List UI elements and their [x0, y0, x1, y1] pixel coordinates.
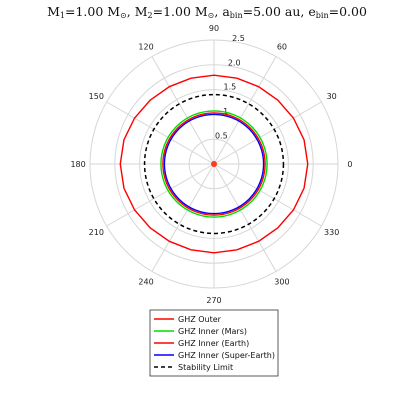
- angular-tick-label: 240: [138, 278, 153, 287]
- polar-grid: [89, 39, 339, 289]
- angular-tick-label: 120: [138, 42, 153, 51]
- grid-spoke-4: [151, 56, 215, 165]
- legend-label: GHZ Outer: [178, 315, 222, 324]
- angular-tick-label: 210: [89, 228, 104, 237]
- legend-label: GHZ Inner (Mars): [178, 327, 247, 336]
- radial-tick-label: 2.0: [228, 58, 241, 67]
- radial-tick-label: 2.5: [232, 34, 245, 43]
- series-line-4: [143, 93, 285, 235]
- angular-tick-label: 60: [277, 42, 287, 51]
- angular-tick-label: 30: [327, 92, 337, 101]
- radial-tick-labels: 0.511.52.02.5: [215, 34, 245, 141]
- grid-spoke-7: [106, 163, 215, 227]
- angular-tick-label: 0: [347, 160, 352, 169]
- grid-spoke-1: [213, 101, 322, 165]
- grid-spoke-2: [213, 56, 277, 165]
- series-line-1: [160, 110, 268, 218]
- angular-tick-label: 300: [274, 278, 289, 287]
- radial-tick-label: 1.5: [224, 83, 237, 92]
- angular-tick-labels: 0 30 60 90 120 150 180 210 240 270 300 330: [70, 24, 352, 305]
- angular-tick-label: 90: [209, 24, 219, 33]
- center-point: [211, 161, 217, 167]
- chart-title: M1=1.00 M⊙, M2=1.00 M⊙, abin=5.00 au, eb…: [47, 4, 367, 20]
- legend: GHZ Outer GHZ Inner (Mars) GHZ Inner (Eart…: [149, 309, 279, 377]
- angular-tick-label: 150: [89, 92, 104, 101]
- grid-spoke-11: [213, 163, 322, 227]
- series-line-3: [163, 113, 265, 215]
- angular-tick-label: 270: [206, 296, 221, 305]
- angular-tick-label: 330: [324, 228, 339, 237]
- grid-spoke-10: [213, 163, 277, 272]
- grid-spoke-8: [151, 163, 215, 272]
- grid-spoke-5: [106, 101, 215, 165]
- angular-tick-label: 180: [70, 160, 85, 169]
- legend-label: GHZ Inner (Earth): [178, 339, 249, 348]
- legend-label: Stability Limit: [178, 363, 233, 372]
- series-curves: [119, 74, 309, 254]
- radial-tick-label: 0.5: [215, 132, 228, 141]
- legend-label: GHZ Inner (Super-Earth): [178, 351, 275, 360]
- series-line-0: [119, 74, 309, 254]
- series-line-2: [162, 112, 266, 216]
